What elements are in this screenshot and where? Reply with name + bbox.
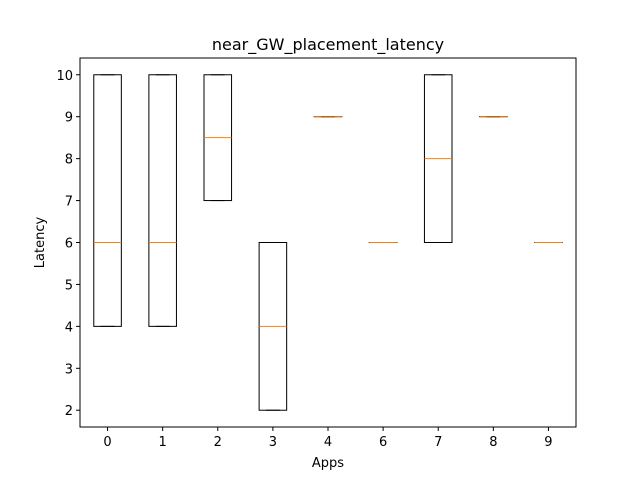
x-tick-label: 4 xyxy=(324,435,332,450)
y-tick-label: 6 xyxy=(65,237,73,252)
y-tick-label: 7 xyxy=(65,195,73,210)
x-tick-label: 1 xyxy=(159,435,167,450)
x-tick-label: 7 xyxy=(434,435,442,450)
x-tick-label: 3 xyxy=(269,435,277,450)
y-tick-label: 2 xyxy=(65,404,73,419)
x-tick-label: 8 xyxy=(489,435,497,450)
y-tick-label: 8 xyxy=(65,153,73,168)
x-tick-label: 6 xyxy=(379,435,387,450)
y-tick-label: 5 xyxy=(65,278,73,293)
y-tick-label: 9 xyxy=(65,111,73,126)
y-tick-label: 10 xyxy=(56,69,73,84)
x-tick-label: 0 xyxy=(103,435,111,450)
x-tick-label: 2 xyxy=(214,435,222,450)
y-tick-label: 4 xyxy=(65,320,73,335)
x-tick-label: 9 xyxy=(544,435,552,450)
y-tick-label: 3 xyxy=(65,362,73,377)
x-axis-label: Apps xyxy=(312,456,344,471)
chart-title: near_GW_placement_latency xyxy=(212,35,444,55)
y-axis-label: Latency xyxy=(33,217,48,269)
